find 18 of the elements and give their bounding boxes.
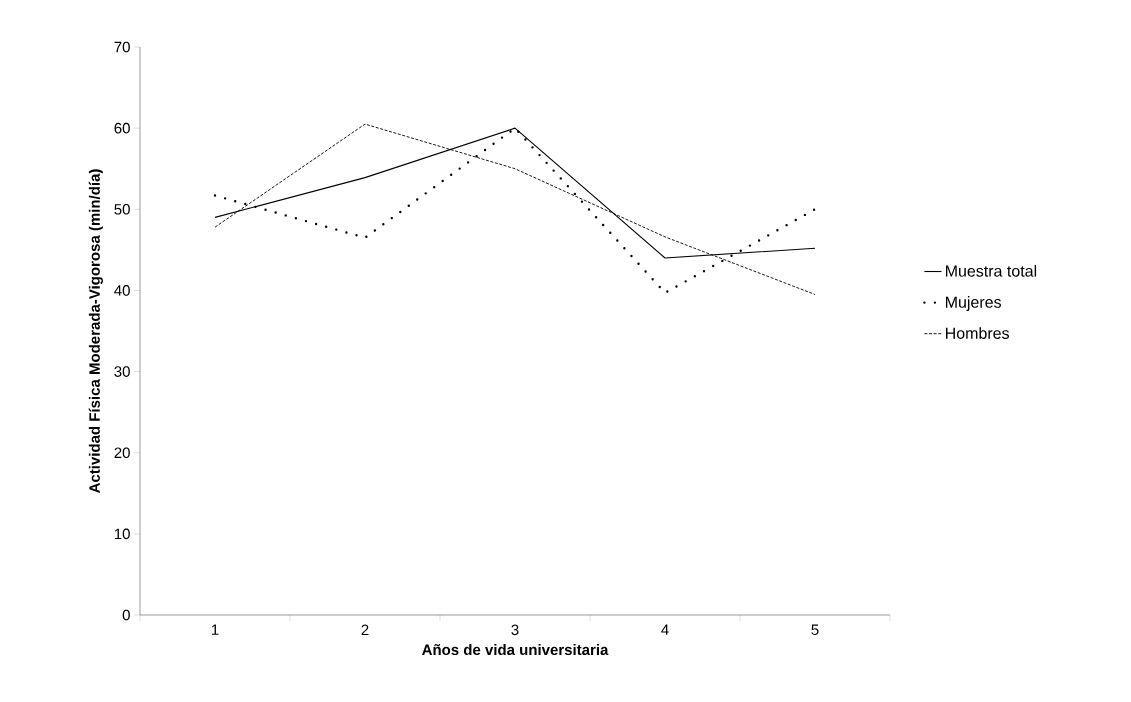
y-tick-label: 30 <box>114 366 130 377</box>
x-tick-label: 4 <box>661 624 669 635</box>
legend-label: Hombres <box>946 327 1009 339</box>
y-tick-label: 10 <box>114 528 130 540</box>
y-tick-label: 40 <box>114 285 130 296</box>
y-tick-label: 50 <box>114 203 130 215</box>
x-axis-title: Años de vida universitaria <box>422 644 609 656</box>
x-tick-label: 1 <box>211 624 219 635</box>
y-tick-label: 70 <box>114 41 130 53</box>
x-tick-label: 3 <box>511 624 519 636</box>
x-tick-label: 5 <box>811 624 819 635</box>
y-axis-title: Actividad Física Moderada-Vigorosa (min/día) <box>88 169 103 494</box>
x-tick-label: 2 <box>361 624 369 636</box>
legend-label: Muestra total <box>946 264 1037 277</box>
y-tick-label: 60 <box>114 122 130 134</box>
legend-label: Mujeres <box>946 296 1001 311</box>
y-tick-label: 0 <box>122 609 130 621</box>
y-tick-label: 20 <box>114 447 130 459</box>
